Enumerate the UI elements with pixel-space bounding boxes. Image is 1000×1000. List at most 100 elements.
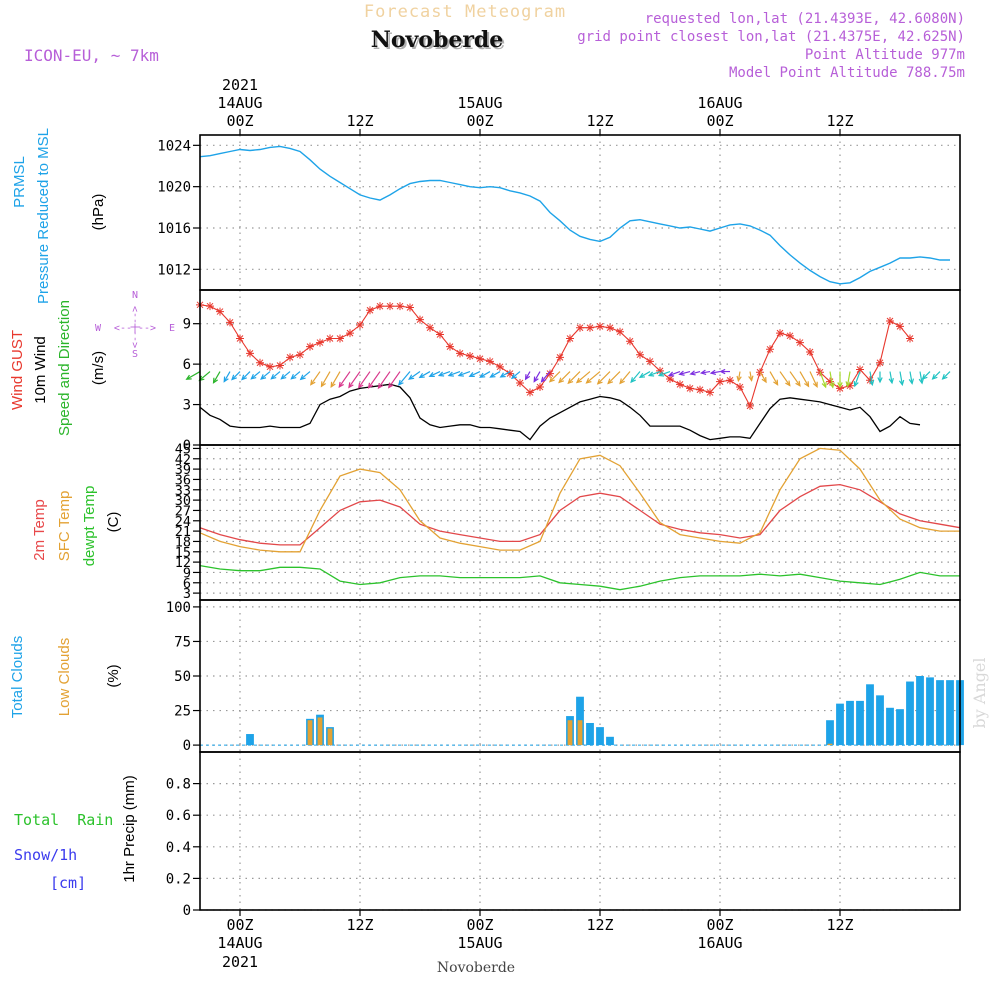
wind-direction-arrowhead bbox=[418, 372, 425, 379]
wind-gust-marker bbox=[286, 353, 294, 362]
total-clouds-bar bbox=[606, 736, 614, 746]
wind-direction-arrowhead bbox=[330, 381, 336, 388]
wind-gust-marker bbox=[586, 323, 594, 332]
wind-direction-arrow bbox=[630, 371, 641, 383]
wind-direction-arrow bbox=[919, 371, 923, 384]
y-tick-label-pressure: 1016 bbox=[157, 221, 191, 237]
wind-direction-arrow bbox=[779, 371, 791, 386]
wind-gust-marker bbox=[606, 323, 614, 332]
wind-direction-arrow bbox=[607, 371, 621, 384]
wind-direction-arrow bbox=[199, 371, 211, 381]
y-tick-label-pressure: 1012 bbox=[157, 262, 191, 278]
total-clouds-bar bbox=[936, 680, 944, 746]
wind-direction-arrow bbox=[419, 371, 431, 378]
y-tick-label-temperature: 27 bbox=[175, 503, 191, 519]
wind-direction-arrow bbox=[280, 371, 291, 380]
total-clouds-bar bbox=[876, 695, 884, 746]
bottom-date-label: 15AUG bbox=[457, 934, 502, 952]
y-tick-label-clouds: 75 bbox=[174, 634, 191, 650]
y-tick-label-temperature: 24 bbox=[175, 514, 191, 530]
prmsl-label: PRMSL bbox=[11, 156, 28, 208]
y-tick-label-temperature: 21 bbox=[175, 524, 191, 540]
wind-gust-marker bbox=[546, 369, 554, 378]
wind-direction-arrow bbox=[320, 371, 331, 387]
y-tick-label-precipitation: 0.4 bbox=[166, 840, 191, 856]
wind-direction-arrow bbox=[769, 371, 779, 385]
wind-direction-arrow bbox=[922, 371, 931, 380]
compass-rose: N S W E <--|--> <--|--> bbox=[95, 290, 175, 360]
y-tick-label-wind: 0 bbox=[183, 438, 191, 454]
wind-gust-marker bbox=[326, 334, 334, 343]
wind-direction-arrow bbox=[567, 371, 581, 384]
signature: by Angel bbox=[970, 657, 989, 728]
wind-gust-marker bbox=[226, 318, 234, 327]
top-time-label: 12Z bbox=[826, 112, 853, 130]
wind-direction-arrowhead bbox=[845, 381, 851, 388]
wind-gust-marker bbox=[566, 334, 574, 343]
wind-direction-arrow bbox=[408, 371, 421, 380]
y-tick-label-temperature: 12 bbox=[175, 555, 191, 571]
sfc-temp-line bbox=[199, 447, 960, 553]
wind-direction-arrowhead bbox=[699, 369, 707, 376]
wind-10m-line bbox=[199, 383, 921, 441]
wind-direction-arrow bbox=[213, 371, 221, 384]
compass-s-icon: S bbox=[132, 349, 138, 360]
low-clouds-bar bbox=[567, 720, 573, 746]
wind-gust-label: Wind GUST bbox=[9, 330, 26, 410]
y-tick-label-pressure: 1024 bbox=[157, 138, 191, 154]
y-tick-label-temperature: 6 bbox=[183, 576, 191, 592]
wind-gust-marker bbox=[596, 322, 604, 331]
top-time-label: 12Z bbox=[586, 112, 613, 130]
clouds-unit: (%) bbox=[105, 664, 122, 687]
wind-direction-arrowhead bbox=[348, 382, 354, 389]
compass-vertical-arrow-icon: <--|--> bbox=[130, 306, 141, 348]
wind-gust-marker bbox=[466, 352, 474, 361]
low-clouds-label: Low Clouds bbox=[56, 638, 73, 716]
wind-direction-arrow bbox=[809, 371, 818, 388]
wind-gust-marker bbox=[406, 303, 414, 312]
wind-direction-arrow bbox=[377, 371, 391, 389]
top-time-label: 00Z bbox=[226, 112, 253, 130]
wind-gust-marker bbox=[876, 358, 884, 367]
wind-gust-marker bbox=[646, 357, 654, 366]
wind-gust-marker bbox=[216, 307, 224, 316]
wind-gust-marker bbox=[796, 338, 804, 347]
total-clouds-bar bbox=[846, 700, 854, 746]
wind-direction-arrow bbox=[658, 370, 671, 377]
wind-direction-arrowhead bbox=[223, 376, 229, 383]
wind-direction-arrowhead bbox=[678, 370, 685, 376]
wind-gust-marker bbox=[886, 317, 894, 325]
grid-layer bbox=[200, 135, 960, 911]
panel-frame bbox=[199, 134, 961, 291]
snow-label: Snow/1h bbox=[14, 846, 77, 864]
wind-direction-arrowhead bbox=[585, 378, 592, 384]
bottom-date-label: 14AUG bbox=[217, 934, 262, 952]
wind-direction-arrowhead bbox=[607, 378, 614, 385]
wind-gust-marker bbox=[516, 379, 524, 387]
station-title-shadow: Novoberde bbox=[373, 29, 506, 55]
wind-direction-arrowhead bbox=[367, 382, 374, 389]
pressure-series-line bbox=[199, 145, 950, 285]
wind-direction-arrowhead bbox=[468, 372, 475, 377]
total-clouds-bar bbox=[836, 703, 844, 746]
wind-direction-arrow bbox=[541, 371, 551, 383]
wind-direction-arrowhead bbox=[524, 374, 531, 381]
wind-direction-arrow bbox=[438, 370, 451, 377]
bottom-time-label: 00Z bbox=[466, 916, 493, 934]
bottom-time-label: 12Z bbox=[826, 916, 853, 934]
y-tick-label-temperature: 15 bbox=[175, 545, 191, 561]
wind-gust-marker bbox=[666, 374, 674, 383]
wind-direction-arrowhead bbox=[785, 380, 791, 387]
total-clouds-bar bbox=[246, 734, 254, 746]
wind-direction-arrow bbox=[398, 371, 411, 386]
total-clouds-bar bbox=[856, 700, 864, 746]
wind-direction-arrowhead bbox=[437, 371, 445, 377]
wind-direction-arrow bbox=[869, 371, 873, 385]
wind-direction-arrow bbox=[338, 371, 351, 388]
wind-direction-arrowhead bbox=[408, 374, 415, 380]
wind-direction-arrowhead bbox=[489, 372, 496, 378]
wind-direction-arrow bbox=[679, 370, 691, 375]
wind-direction-arrowhead bbox=[812, 381, 818, 388]
wind-direction-arrowhead bbox=[212, 377, 219, 384]
